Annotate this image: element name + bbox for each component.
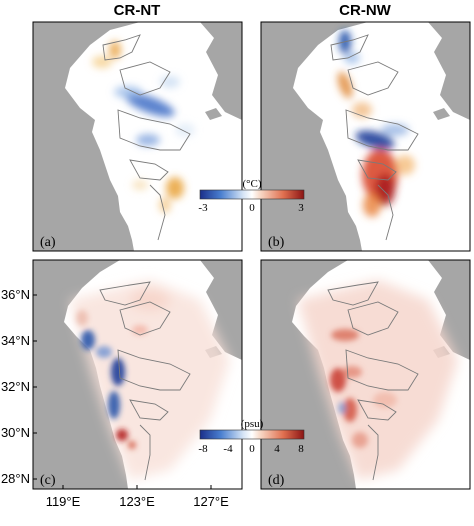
colorbar-tick: -3 — [198, 202, 208, 214]
colorbar-tick: 0 — [249, 443, 255, 455]
land-mass — [200, 22, 242, 120]
isobath-contours — [327, 281, 419, 481]
panel-label: (b) — [268, 235, 285, 250]
isobath-contours — [330, 34, 419, 241]
colorbar-tick: 3 — [298, 202, 304, 214]
y-axis: 36°N 34°N 32°N 30°N 28°N — [1, 287, 37, 486]
anomaly-field — [76, 310, 148, 449]
x-tick-label: 119°E — [46, 494, 81, 509]
land-mass — [428, 22, 470, 120]
column-title-cr-nw: CR-NW — [339, 2, 391, 19]
x-axis: 119°E 123°E 127°E — [46, 485, 229, 509]
panel-c: (c) — [32, 259, 243, 490]
colorbar-tick: 8 — [298, 443, 304, 455]
land-mass — [33, 260, 128, 489]
y-tick-label: 32°N — [1, 379, 30, 394]
panel-label: (c) — [40, 473, 56, 488]
panel-a: (a) — [32, 21, 243, 252]
panel-label: (a) — [40, 235, 56, 250]
x-tick-label: 127°E — [193, 494, 229, 509]
y-tick-label: 30°N — [1, 425, 30, 440]
colorbar-salinity: (psu) -8 -4 0 4 8 — [198, 418, 305, 455]
land-mass — [428, 260, 470, 360]
y-tick-label: 34°N — [1, 333, 30, 348]
colorbar-tick: -8 — [198, 443, 208, 455]
colorbar-tick: 4 — [274, 443, 280, 455]
y-tick-label: 36°N — [1, 287, 30, 302]
colorbar-temperature: (°C) -3 0 3 — [198, 178, 305, 214]
land-mass — [33, 22, 140, 251]
isobath-contours — [99, 281, 191, 481]
x-tick-label: 123°E — [119, 494, 155, 509]
y-tick-label: 28°N — [1, 471, 30, 486]
colorbar-unit: (°C) — [242, 178, 261, 190]
panel-b: (b) — [260, 21, 471, 252]
anomaly-field — [330, 329, 397, 448]
land-island — [205, 108, 222, 120]
colorbar-tick: -4 — [223, 443, 233, 455]
colorbar-tick: 0 — [249, 202, 255, 214]
land-island — [433, 108, 450, 120]
isobath-contours — [102, 34, 191, 241]
column-title-cr-nt: CR-NT — [114, 2, 161, 19]
anomaly-field — [92, 41, 195, 213]
colorbar-unit: (psu) — [241, 418, 264, 430]
land-mass — [200, 260, 242, 360]
panel-d: (d) — [260, 259, 471, 490]
panel-label: (d) — [268, 473, 285, 488]
